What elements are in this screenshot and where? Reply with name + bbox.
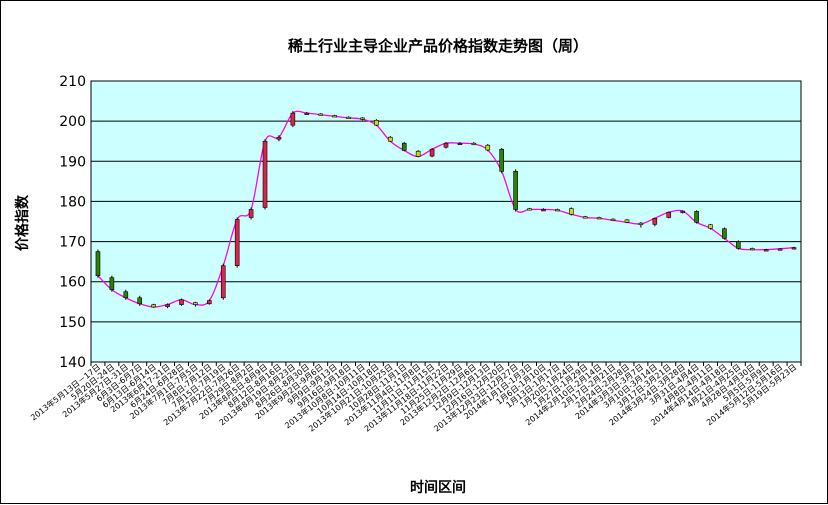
candle-body: [541, 209, 546, 212]
plot-background: [90, 80, 802, 363]
candle-body: [471, 142, 477, 146]
candle-body: [248, 209, 254, 218]
candle-body: [652, 217, 658, 225]
y-tick-label: 210: [59, 74, 86, 90]
candle-body: [749, 248, 755, 251]
candle-body: [332, 115, 337, 118]
candle-body: [262, 140, 268, 208]
plot-area: 1401501601701801902002102013年5月13日－17日5月…: [28, 74, 802, 434]
candle-body: [165, 304, 170, 307]
candle-body: [109, 277, 115, 291]
candle-body: [708, 224, 713, 229]
x-axis-label: 时间区间: [410, 479, 466, 496]
candle-body: [137, 297, 143, 305]
y-tick-label: 160: [59, 275, 86, 291]
candle-body: [457, 142, 463, 146]
candle-body: [499, 148, 504, 172]
candle-body: [415, 150, 421, 157]
candle-body: [207, 300, 212, 305]
candle-body: [666, 211, 672, 218]
candle-body: [610, 218, 616, 221]
candle-body: [568, 208, 574, 215]
candle-body: [429, 148, 435, 157]
candle-body: [290, 112, 296, 126]
candle-body: [193, 302, 198, 305]
candle-body: [123, 291, 129, 299]
candle-body: [596, 217, 602, 220]
candle-body: [318, 113, 324, 116]
candle-body: [443, 142, 449, 148]
candle-body: [694, 211, 699, 223]
candle-body: [555, 209, 560, 212]
candle-body: [763, 249, 769, 252]
y-axis-label: 价格指数: [14, 194, 31, 251]
y-tick-label: 190: [59, 154, 86, 170]
candle-body: [624, 219, 630, 223]
candle-body: [151, 304, 156, 308]
candle-body: [791, 247, 797, 250]
y-tick-label: 180: [59, 194, 86, 210]
y-tick-label: 170: [59, 235, 86, 251]
candle-body: [346, 116, 351, 119]
candle-body: [485, 144, 491, 151]
candle-body: [401, 142, 407, 151]
candle-body: [388, 136, 393, 142]
candle-body: [95, 251, 101, 276]
y-tick-label: 150: [59, 315, 86, 331]
candle-body: [276, 136, 282, 140]
candle-body: [234, 219, 240, 266]
candle-body: [304, 112, 310, 115]
candle-body: [527, 208, 532, 211]
candle-body: [736, 241, 741, 249]
candle-body: [513, 171, 518, 210]
candle-body: [680, 210, 685, 213]
candle-body: [777, 248, 783, 251]
candle-body: [582, 216, 588, 219]
candle-body: [179, 299, 184, 305]
candle-body: [374, 120, 379, 126]
y-tick-label: 140: [59, 355, 86, 371]
candle-body: [638, 222, 644, 225]
y-tick-label: 200: [59, 114, 86, 130]
candle-body: [220, 265, 226, 299]
candle-body: [722, 228, 727, 239]
candle-body: [360, 117, 365, 120]
chart-title: 稀土行业主导企业产品价格指数走势图（周）: [288, 37, 588, 55]
